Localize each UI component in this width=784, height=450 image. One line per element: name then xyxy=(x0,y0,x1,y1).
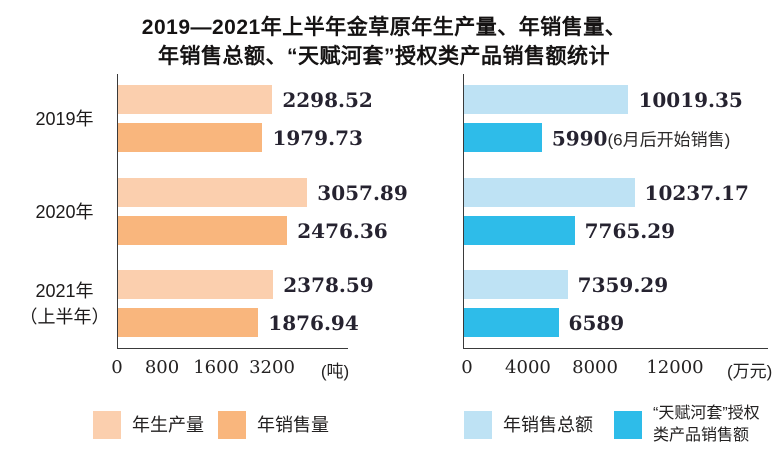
bar-年生产量-2021年（上半年） xyxy=(118,270,274,299)
legend-label-line: 年销售量 xyxy=(257,415,329,435)
legend-label: 年销售总额 xyxy=(503,414,593,436)
x-tick-label: 12000 xyxy=(646,357,704,378)
bar-value-label: 2476.36 xyxy=(297,219,387,243)
bar-value: 3057.89 xyxy=(317,180,408,205)
bar-年销售总额-2020年 xyxy=(464,178,635,207)
bar-“天赋河套”授权类产品销售额-2019年 xyxy=(464,123,542,152)
bar-年销售量-2019年 xyxy=(118,123,263,152)
x-tick-label: 0 xyxy=(111,357,123,378)
bar-value: 5990 xyxy=(551,126,608,150)
x-axis-ticks-left: 0 800 1600 3200 (吨) xyxy=(111,357,350,381)
bar-value-note: (6月后开始销售) xyxy=(607,130,731,149)
legend-label-line: “天赋河套”授权 xyxy=(653,405,760,422)
bar-value: 2476.36 xyxy=(297,218,388,243)
legend-label: 年生产量 xyxy=(132,414,204,436)
legend-swatch-icon xyxy=(614,411,642,439)
bar-value: 7359.29 xyxy=(577,272,669,297)
bar-value: 10019.35 xyxy=(638,87,743,112)
bar-value: 7765.29 xyxy=(584,218,676,243)
category-label-2: 2020年 xyxy=(12,199,117,225)
legend-label-line: 年销售总额 xyxy=(503,415,593,435)
bar-年销售总额-2019年 xyxy=(464,85,629,114)
plot-panel-left: 2298.52 3057.89 2378.59 1979.73 2476.36 1876.… xyxy=(117,74,408,349)
bar-value-label: 2378.59 xyxy=(283,273,373,297)
x-tick-label: 0 xyxy=(461,357,473,378)
x-tick-label: 1600 xyxy=(193,357,239,378)
bar-value-label: 10019.35 xyxy=(638,88,742,112)
bar-“天赋河套”授权类产品销售额-2021年（上半年） xyxy=(464,308,559,337)
legend-label-line: 类产品销售额 xyxy=(653,427,750,444)
legend-swatch-icon xyxy=(93,411,121,439)
legend-label: “天赋河套”授权 类产品销售额 xyxy=(653,403,760,447)
bar-value: 1876.94 xyxy=(268,310,359,335)
bar-value-label: 10237.17 xyxy=(645,181,749,205)
axis-unit-label: (万元) xyxy=(727,362,773,381)
x-tick-label: 800 xyxy=(144,357,180,378)
x-tick-label: 3200 xyxy=(249,357,295,378)
chart-title-line2: 年销售总额、“天赋河套”授权类产品销售额统计 xyxy=(158,45,610,68)
bar-value: 2378.59 xyxy=(283,272,374,297)
legend-label: 年销售量 xyxy=(257,414,329,436)
bar-value-label: 1876.94 xyxy=(268,311,358,335)
category-label-line: 2019年 xyxy=(35,108,94,129)
bar-value: 2298.52 xyxy=(282,87,373,112)
bar-年销售量-2020年 xyxy=(118,216,288,245)
bar-年销售量-2021年（上半年） xyxy=(118,308,259,337)
chart-title-line1: 2019—2021年上半年金草原年生产量、年销售量、 xyxy=(141,16,627,39)
x-tick-label: 8000 xyxy=(572,357,618,378)
legend-label-line: 年生产量 xyxy=(132,415,204,435)
legend-item-1: 年生产量 xyxy=(93,408,204,442)
category-label-1: 2019年 xyxy=(12,106,117,132)
bar-value-label: 6589 xyxy=(569,311,625,335)
legend-item-2: 年销售量 xyxy=(218,408,329,442)
bar-年生产量-2019年 xyxy=(118,85,273,114)
x-tick-label: 4000 xyxy=(505,357,551,378)
bar-value-label: 7765.29 xyxy=(585,219,675,243)
bar-“天赋河套”授权类产品销售额-2020年 xyxy=(464,216,575,245)
bar-value-label: 2298.52 xyxy=(282,88,372,112)
bar-value-label: 7359.29 xyxy=(578,273,668,297)
bar-value-label: 5990(6月后开始销售) xyxy=(552,125,730,150)
bar-年生产量-2020年 xyxy=(118,178,308,207)
legend-swatch-icon xyxy=(218,411,246,439)
bar-年销售总额-2021年（上半年） xyxy=(464,270,568,299)
plot-panel-right: 10019.35 10237.17 7359.29 5990(6月后开始销售) 7765… xyxy=(463,74,768,349)
bar-value-label: 3057.89 xyxy=(317,181,407,205)
category-label-line: （上半年） xyxy=(19,306,110,327)
legend-item-4: “天赋河套”授权 类产品销售额 xyxy=(614,405,760,444)
category-label-line: 2021年 xyxy=(35,280,94,301)
category-label-line: 2020年 xyxy=(35,201,94,222)
bar-value: 10237.17 xyxy=(644,180,749,205)
legend-swatch-icon xyxy=(464,411,492,439)
bar-value: 6589 xyxy=(568,310,625,335)
bar-value-label: 1979.73 xyxy=(272,126,362,150)
legend-item-3: 年销售总额 xyxy=(464,408,593,442)
category-label-3: 2021年 （上半年） xyxy=(12,278,117,330)
bar-value: 1979.73 xyxy=(272,125,363,150)
x-axis-ticks-right: 0 4000 8000 12000 (万元) xyxy=(461,357,772,381)
axis-unit-label: (吨) xyxy=(320,362,350,381)
chart-title: 2019—2021年上半年金草原年生产量、年销售量、 年销售总额、“天赋河套”授… xyxy=(0,13,768,71)
